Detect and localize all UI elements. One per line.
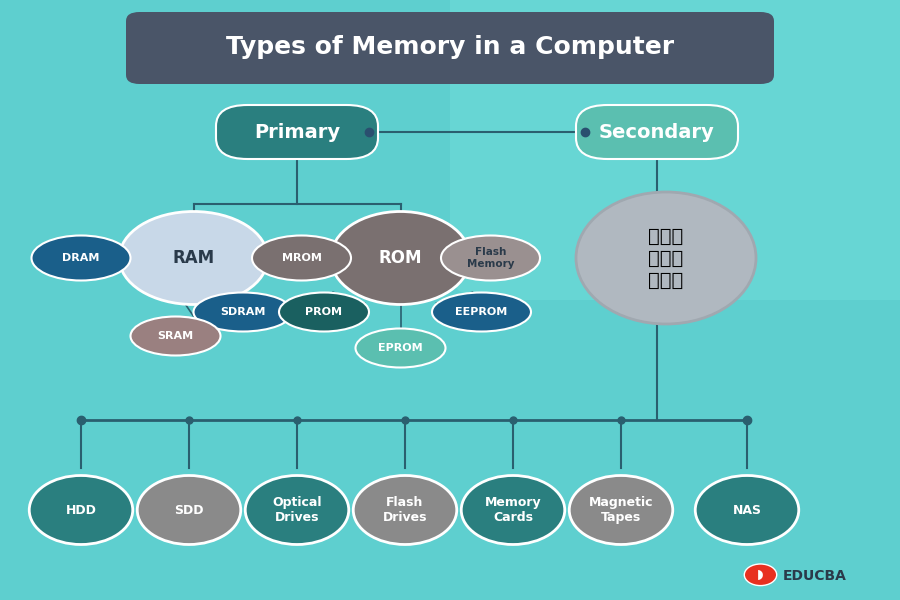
Text: EDUCBA: EDUCBA — [783, 569, 847, 583]
Text: Primary: Primary — [254, 122, 340, 142]
Ellipse shape — [695, 475, 799, 545]
FancyBboxPatch shape — [576, 105, 738, 159]
Text: EPROM: EPROM — [378, 343, 423, 353]
FancyBboxPatch shape — [450, 0, 900, 300]
Ellipse shape — [569, 475, 673, 545]
FancyBboxPatch shape — [216, 105, 378, 159]
Ellipse shape — [432, 292, 531, 331]
Ellipse shape — [461, 475, 565, 545]
Ellipse shape — [32, 236, 130, 281]
Ellipse shape — [353, 475, 456, 545]
Text: SDD: SDD — [175, 503, 203, 517]
Text: 🖴💾📀
💾📱💿
🖥️📟📦: 🖴💾📀 💾📱💿 🖥️📟📦 — [648, 227, 684, 290]
Ellipse shape — [356, 329, 446, 367]
Text: MROM: MROM — [282, 253, 321, 263]
Text: PROM: PROM — [305, 307, 343, 317]
FancyBboxPatch shape — [126, 12, 774, 84]
Text: Memory
Cards: Memory Cards — [485, 496, 541, 524]
Text: Flash
Drives: Flash Drives — [382, 496, 428, 524]
Ellipse shape — [441, 236, 540, 281]
Text: NAS: NAS — [733, 503, 761, 517]
Ellipse shape — [245, 475, 349, 545]
Ellipse shape — [119, 211, 268, 305]
Text: SRAM: SRAM — [158, 331, 194, 341]
Text: SDRAM: SDRAM — [220, 307, 266, 317]
Text: Types of Memory in a Computer: Types of Memory in a Computer — [226, 35, 674, 59]
Text: Magnetic
Tapes: Magnetic Tapes — [589, 496, 653, 524]
Circle shape — [744, 564, 777, 586]
Text: DRAM: DRAM — [62, 253, 100, 263]
Text: ◗: ◗ — [757, 568, 764, 581]
Ellipse shape — [137, 475, 241, 545]
Text: Secondary: Secondary — [599, 122, 715, 142]
Text: ROM: ROM — [379, 249, 422, 267]
Text: RAM: RAM — [173, 249, 214, 267]
Ellipse shape — [279, 292, 369, 331]
Ellipse shape — [130, 317, 220, 355]
Ellipse shape — [331, 211, 470, 305]
Ellipse shape — [252, 236, 351, 281]
Text: EEPROM: EEPROM — [455, 307, 508, 317]
Ellipse shape — [576, 192, 756, 324]
Ellipse shape — [29, 475, 133, 545]
Text: Flash
Memory: Flash Memory — [467, 247, 514, 269]
Ellipse shape — [194, 292, 292, 331]
Text: HDD: HDD — [66, 503, 96, 517]
Text: Optical
Drives: Optical Drives — [272, 496, 322, 524]
